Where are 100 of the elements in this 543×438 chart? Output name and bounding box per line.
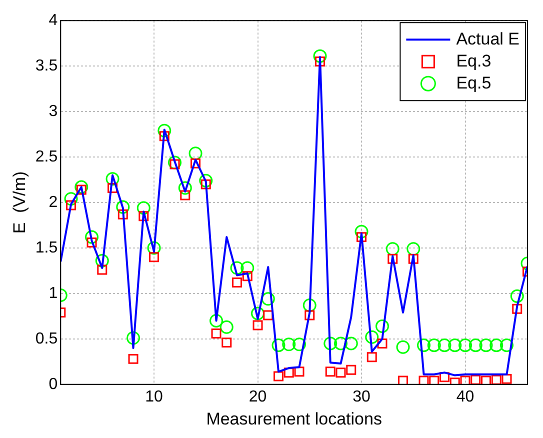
point bbox=[240, 261, 254, 275]
point bbox=[376, 319, 390, 333]
y-tick-label: 3 bbox=[48, 102, 58, 120]
point bbox=[427, 338, 441, 352]
y-tick-label: 3.5 bbox=[35, 57, 58, 74]
point bbox=[95, 254, 109, 268]
legend-label: Actual E bbox=[456, 29, 520, 48]
y-tick-label: 0.5 bbox=[35, 330, 58, 348]
point bbox=[128, 354, 138, 364]
point bbox=[64, 192, 78, 206]
point bbox=[500, 338, 514, 352]
x-tick-label: 10 bbox=[145, 388, 164, 406]
point bbox=[168, 156, 182, 170]
point bbox=[86, 238, 97, 248]
point bbox=[74, 180, 88, 194]
point bbox=[388, 254, 398, 264]
point bbox=[292, 338, 306, 352]
point bbox=[230, 261, 244, 275]
point bbox=[188, 146, 202, 160]
point bbox=[365, 330, 379, 344]
point bbox=[220, 320, 234, 334]
point bbox=[66, 200, 76, 210]
y-tick-label: 2.5 bbox=[35, 148, 58, 166]
point bbox=[458, 338, 472, 352]
point bbox=[356, 232, 366, 242]
point bbox=[406, 242, 420, 256]
point bbox=[251, 306, 265, 320]
point bbox=[178, 181, 192, 195]
point bbox=[377, 338, 388, 348]
point bbox=[512, 304, 522, 314]
point bbox=[138, 211, 149, 222]
point bbox=[284, 368, 294, 378]
point bbox=[180, 190, 190, 200]
point bbox=[315, 56, 325, 67]
point bbox=[210, 314, 224, 328]
point bbox=[344, 336, 358, 350]
point bbox=[418, 376, 429, 384]
point bbox=[438, 338, 452, 352]
point bbox=[147, 241, 161, 255]
point bbox=[304, 310, 315, 320]
point bbox=[346, 364, 356, 375]
point bbox=[336, 368, 346, 378]
point bbox=[491, 374, 502, 384]
y-tick-label: 1.5 bbox=[35, 239, 58, 256]
point bbox=[398, 376, 408, 384]
point bbox=[294, 366, 304, 377]
point bbox=[263, 310, 274, 320]
point bbox=[302, 298, 316, 312]
point bbox=[211, 328, 222, 338]
point bbox=[85, 230, 99, 244]
point bbox=[190, 158, 201, 168]
point bbox=[396, 340, 410, 354]
legend-label: Eq.5 bbox=[456, 73, 492, 92]
x-axis-title: Measurement locations bbox=[206, 409, 382, 428]
point bbox=[126, 331, 140, 345]
point bbox=[242, 271, 252, 282]
point bbox=[325, 366, 336, 377]
point bbox=[386, 242, 400, 256]
point bbox=[440, 372, 450, 382]
point bbox=[222, 338, 232, 348]
point bbox=[261, 292, 275, 306]
y-tick-label: 4 bbox=[48, 12, 58, 30]
point bbox=[354, 224, 368, 238]
point bbox=[490, 338, 504, 352]
x-tick-label: 40 bbox=[456, 388, 474, 406]
point bbox=[282, 338, 296, 352]
point bbox=[272, 338, 286, 352]
point bbox=[199, 174, 213, 188]
point bbox=[118, 209, 128, 220]
point bbox=[470, 374, 481, 384]
point bbox=[116, 200, 130, 214]
point bbox=[136, 201, 150, 215]
y-tick-label: 0 bbox=[48, 376, 58, 393]
point bbox=[479, 338, 493, 352]
point bbox=[159, 131, 170, 142]
y-tick-label: 1 bbox=[48, 284, 58, 302]
point bbox=[252, 320, 263, 330]
point bbox=[158, 124, 172, 138]
y-axis-title: E (V/m) bbox=[10, 171, 29, 234]
legend-label: Eq.3 bbox=[456, 51, 492, 70]
point bbox=[97, 264, 108, 275]
point bbox=[468, 338, 482, 352]
y-tick-label: 2 bbox=[48, 194, 58, 211]
point bbox=[149, 252, 160, 262]
point bbox=[274, 371, 284, 382]
point bbox=[366, 352, 377, 362]
point bbox=[232, 278, 242, 288]
x-tick-label: 30 bbox=[352, 388, 371, 406]
point bbox=[429, 376, 440, 384]
point bbox=[460, 376, 470, 384]
point bbox=[510, 289, 524, 303]
point bbox=[502, 374, 512, 384]
point bbox=[334, 336, 348, 350]
x-tick-label: 20 bbox=[248, 388, 267, 406]
point bbox=[106, 172, 120, 186]
point bbox=[448, 338, 462, 352]
point bbox=[313, 49, 327, 63]
point bbox=[481, 376, 491, 384]
point bbox=[408, 254, 418, 264]
point bbox=[324, 336, 338, 350]
